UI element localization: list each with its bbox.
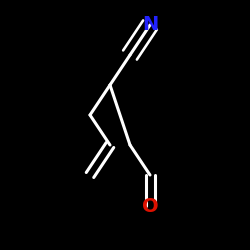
Text: N: N bbox=[142, 16, 158, 34]
Text: O: O bbox=[142, 197, 158, 216]
